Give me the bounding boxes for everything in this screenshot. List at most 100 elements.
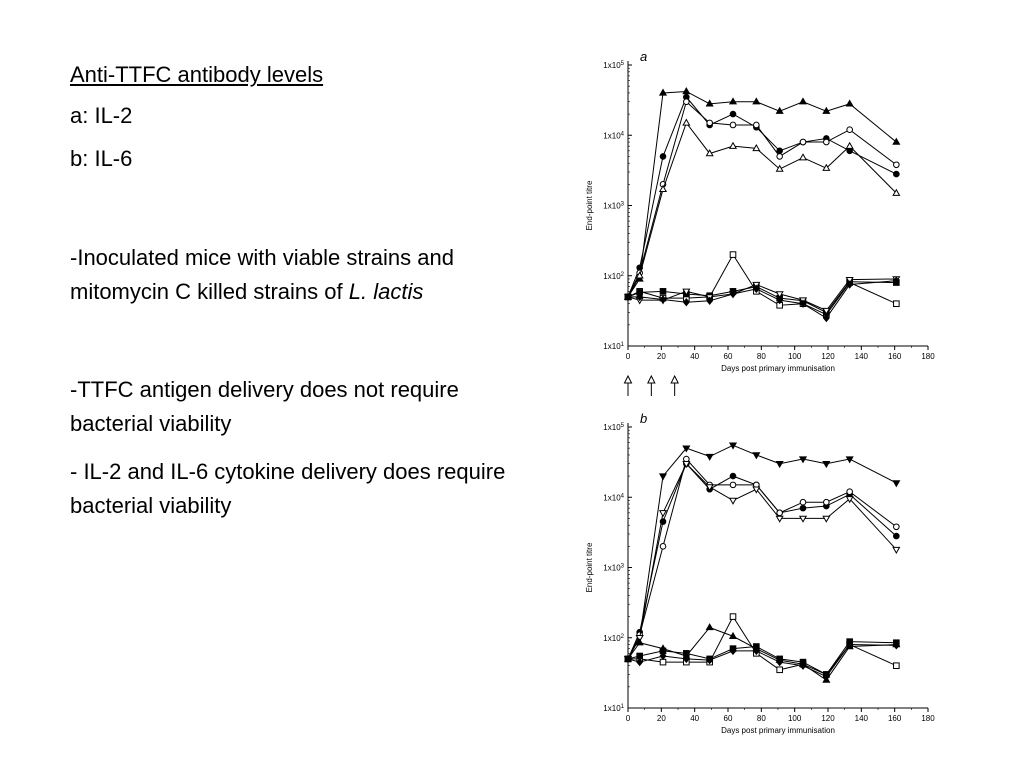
data-series	[624, 93, 900, 301]
bullet-inoculation-text: -Inoculated mice with viable strains and…	[70, 245, 454, 304]
bullet-inoculation: -Inoculated mice with viable strains and…	[70, 241, 530, 309]
data-point	[799, 299, 807, 308]
data-point	[658, 510, 668, 518]
data-point	[775, 164, 784, 172]
data-point	[729, 121, 737, 129]
data-point	[822, 106, 831, 114]
immunisation-arrow	[623, 374, 633, 396]
data-point	[846, 488, 853, 495]
data-point	[892, 276, 900, 285]
data-point	[822, 313, 830, 323]
data-series	[623, 118, 901, 300]
data-point	[705, 149, 714, 157]
immunisation-arrow	[647, 374, 656, 396]
immunisation-arrows	[623, 374, 679, 396]
data-point	[624, 654, 632, 664]
data-series	[624, 276, 900, 323]
data-point	[729, 289, 737, 299]
data-point	[624, 292, 632, 302]
data-point	[846, 640, 854, 649]
panel-b-description: b: IL-6	[70, 146, 133, 171]
data-point	[798, 515, 808, 523]
arrow-head	[647, 374, 656, 384]
data-point	[682, 445, 691, 453]
series-line	[627, 96, 897, 298]
data-point	[682, 288, 691, 296]
data-point	[728, 631, 738, 639]
data-point	[846, 280, 854, 289]
species-name: L. lactis	[348, 279, 424, 304]
data-point	[845, 99, 854, 107]
data-point	[752, 284, 760, 294]
series-line	[627, 444, 897, 660]
data-point	[775, 106, 784, 114]
data-point	[822, 672, 830, 681]
series-line	[627, 641, 897, 676]
y-tick-label: 1x102	[603, 272, 624, 281]
data-point	[706, 119, 713, 127]
data-point	[682, 298, 690, 307]
series-line	[627, 458, 897, 660]
data-point	[752, 486, 761, 494]
data-point	[659, 651, 667, 661]
data-point	[892, 188, 901, 196]
x-tick-label: 0	[626, 352, 631, 361]
data-point	[799, 504, 807, 512]
data-point	[799, 138, 807, 146]
y-tick-label: 1x101	[603, 342, 624, 351]
y-tick-label: 1x104	[603, 493, 624, 502]
data-point	[845, 456, 854, 464]
data-point	[635, 271, 644, 279]
bullet-cytokine-delivery: - IL-2 and IL-6 cytokine delivery does r…	[70, 459, 506, 518]
data-point	[822, 163, 831, 171]
data-series	[623, 87, 901, 300]
series-line	[628, 615, 897, 676]
data-point	[798, 153, 808, 161]
y-axis-label: End-point titre	[585, 180, 594, 230]
data-point	[682, 461, 691, 469]
data-point	[892, 480, 901, 488]
data-point	[752, 97, 761, 105]
data-point	[683, 98, 690, 106]
slide-title: Anti-TTFC antibody levels	[70, 62, 324, 87]
x-tick-label: 140	[855, 352, 869, 361]
y-tick-label: 1x102	[603, 634, 624, 643]
data-point	[705, 623, 714, 631]
data-point	[776, 509, 783, 517]
y-tick-label: 1x103	[603, 202, 624, 211]
y-tick-label: 1x105	[603, 61, 624, 70]
x-axis-label: Days post primary immunisation	[721, 726, 835, 735]
arrow-head	[670, 374, 679, 384]
data-point	[846, 126, 853, 133]
data-point	[729, 251, 737, 258]
data-series	[624, 460, 900, 663]
data-point	[728, 442, 738, 450]
series-line	[627, 90, 897, 298]
data-point	[776, 657, 784, 667]
data-point	[776, 666, 783, 674]
panel-letter: a	[640, 49, 647, 64]
x-tick-label: 180	[921, 352, 935, 361]
data-point	[823, 498, 830, 506]
data-point	[729, 481, 737, 489]
data-point	[752, 143, 761, 152]
data-point	[659, 543, 667, 550]
data-point	[893, 300, 900, 308]
data-point	[893, 170, 900, 178]
data-series	[623, 442, 901, 664]
data-point	[659, 295, 667, 304]
data-point	[775, 461, 784, 469]
data-point	[659, 153, 667, 160]
data-point	[776, 153, 783, 160]
x-tick-label: 160	[888, 352, 902, 361]
x-tick-label: 120	[821, 714, 835, 723]
data-point	[845, 276, 854, 285]
data-point	[729, 646, 737, 656]
data-point	[728, 497, 738, 505]
data-point	[798, 456, 808, 464]
x-tick-label: 20	[657, 352, 666, 361]
data-point	[658, 88, 668, 96]
data-point	[705, 453, 714, 461]
data-point	[822, 461, 831, 469]
data-point	[705, 484, 714, 492]
